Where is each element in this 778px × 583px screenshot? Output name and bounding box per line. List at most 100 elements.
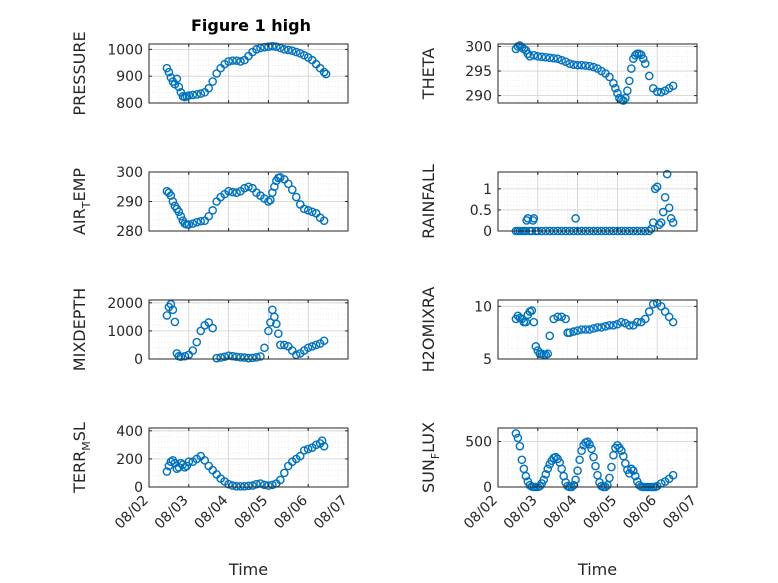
data-point [170, 317, 180, 327]
data-point [236, 57, 245, 66]
data-point [561, 314, 570, 324]
y-tick-label: 1 [483, 182, 492, 198]
data-point [569, 327, 578, 336]
data-point [565, 59, 574, 68]
data-point [188, 90, 198, 100]
data-point [666, 214, 676, 223]
data-point [224, 57, 233, 66]
data-point [577, 325, 586, 334]
data-point [660, 307, 670, 316]
data-point [545, 331, 555, 341]
data-point [589, 324, 598, 333]
data-point [609, 320, 618, 330]
data-point [529, 214, 539, 223]
data-point [654, 220, 664, 229]
data-point [240, 183, 249, 193]
data-point [523, 214, 533, 223]
data-point [581, 325, 590, 334]
data-point [248, 481, 257, 490]
data-point [317, 436, 327, 445]
data-point [619, 96, 628, 105]
data-point [589, 62, 598, 72]
data-point [664, 203, 674, 213]
y-axis-label: PRESSURE [70, 31, 89, 115]
data-point [652, 182, 662, 192]
data-point [605, 473, 614, 483]
data-point [228, 187, 237, 197]
data-point [162, 63, 172, 73]
x-tick-label: 08/05 [580, 493, 620, 533]
data-point [587, 444, 596, 454]
data-point [515, 441, 525, 451]
data-point [543, 464, 553, 474]
data-point [319, 67, 329, 77]
y-tick-label: 280 [116, 224, 143, 240]
data-point [638, 54, 648, 64]
data-point [162, 311, 172, 320]
data-point [168, 197, 178, 206]
y-tick-label: 200 [116, 452, 143, 468]
subplot-6: 5 10 H2OMIXRA [419, 287, 698, 372]
data-point [299, 204, 309, 214]
data-point [573, 326, 582, 335]
data-point [575, 455, 584, 465]
y-tick-label: 0.5 [470, 203, 492, 219]
x-tick-label: 08/07 [660, 493, 700, 533]
data-point [561, 57, 570, 67]
data-point [321, 69, 331, 79]
data-point [224, 186, 233, 196]
data-point [268, 188, 277, 197]
axes-box [148, 299, 349, 360]
data-point [240, 481, 249, 491]
data-point [248, 353, 257, 363]
data-point [283, 179, 293, 189]
axes-box [148, 427, 349, 488]
data-point [585, 61, 594, 71]
data-point [274, 329, 283, 339]
data-point [551, 452, 561, 462]
data-point [319, 336, 329, 346]
data-point [283, 45, 293, 55]
y-tick-label: 0 [134, 352, 143, 368]
data-point [224, 479, 233, 489]
data-point [585, 325, 594, 334]
data-point [228, 56, 237, 65]
data-point [264, 197, 273, 206]
figure-title: Figure 1 high [191, 16, 311, 35]
data-point [634, 480, 644, 490]
y-tick-label: 10 [474, 299, 492, 315]
data-point [166, 457, 176, 467]
data-point [571, 475, 580, 485]
data-point [611, 83, 620, 93]
data-point [232, 481, 241, 491]
data-point [569, 60, 578, 69]
plot-area [149, 428, 348, 487]
data-point [668, 81, 678, 91]
data-point [272, 42, 281, 51]
x-tick-label: 08/05 [231, 493, 271, 533]
data-point [658, 207, 668, 217]
data-point [541, 469, 551, 479]
x-tick-label: 08/06 [271, 492, 311, 532]
y-tick-label: 800 [116, 96, 143, 112]
data-point [287, 46, 297, 56]
y-tick-label: 300 [465, 39, 492, 55]
data-point [631, 51, 640, 60]
data-point [208, 323, 217, 333]
data-point [664, 312, 674, 322]
data-point [212, 353, 221, 363]
data-point [577, 60, 586, 70]
data-point [605, 320, 614, 330]
data-point [196, 216, 206, 226]
data-point [549, 53, 559, 63]
axes-box [497, 171, 698, 232]
subplot-3: 280 290 300 AIRTEMP [70, 165, 349, 240]
data-point [529, 317, 539, 327]
data-point [613, 88, 622, 98]
data-point [581, 61, 590, 70]
data-point [527, 306, 537, 315]
data-point [511, 429, 521, 438]
data-point [162, 467, 172, 476]
data-point [668, 470, 678, 480]
data-point [585, 440, 594, 449]
